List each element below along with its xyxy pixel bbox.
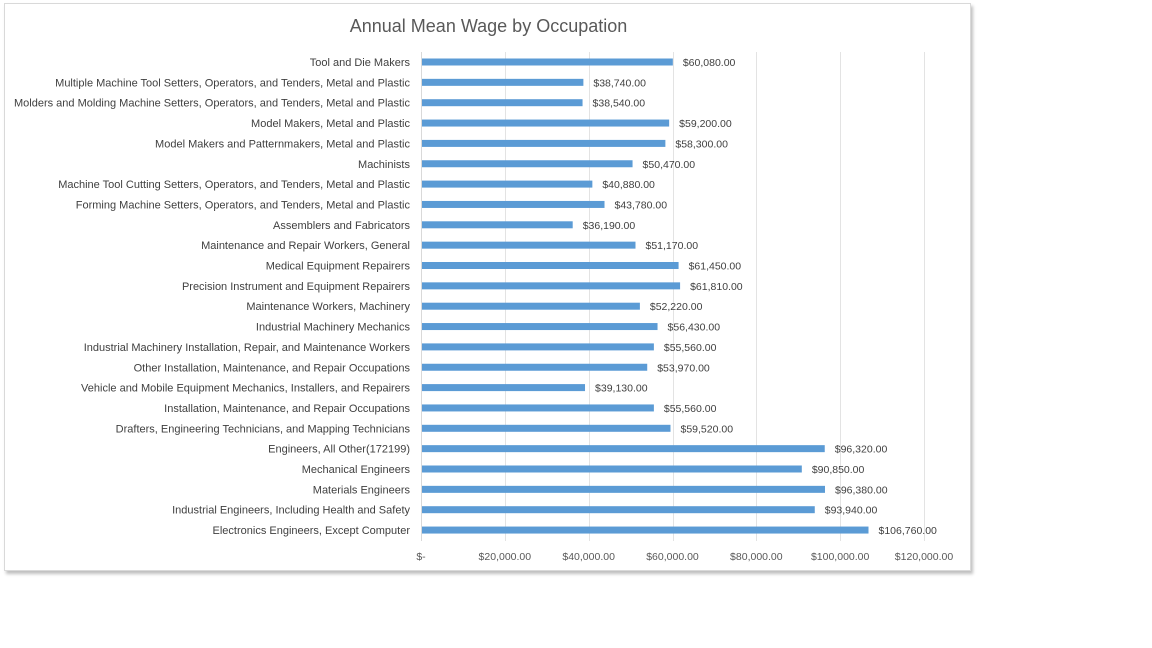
category-label: Machinists <box>358 159 410 171</box>
data-label: $106,760.00 <box>879 525 938 537</box>
bar <box>422 139 666 147</box>
category-label: Mechanical Engineers <box>302 464 411 476</box>
data-label: $38,540.00 <box>593 98 646 110</box>
bar <box>422 384 586 392</box>
data-label: $43,780.00 <box>615 199 668 211</box>
data-label: $38,740.00 <box>593 77 646 89</box>
bar <box>422 99 583 107</box>
data-label: $56,430.00 <box>668 322 721 334</box>
category-label: Model Makers and Patternmakers, Metal an… <box>155 138 410 150</box>
chart-title: Annual Mean Wage by Occupation <box>349 16 628 36</box>
x-tick-label: $80,000.00 <box>730 551 783 563</box>
data-label: $36,190.00 <box>583 220 636 232</box>
x-tick-label: $40,000.00 <box>562 551 615 563</box>
category-label: Industrial Machinery Installation, Repai… <box>84 342 411 354</box>
bar <box>422 424 671 432</box>
category-label: Medical Equipment Repairers <box>266 261 411 273</box>
bar <box>422 119 670 127</box>
category-label: Vehicle and Mobile Equipment Mechanics, … <box>81 383 410 395</box>
x-tick-label: $60,000.00 <box>646 551 699 563</box>
category-label: Engineers, All Other(172199) <box>268 444 410 456</box>
bar <box>422 282 681 290</box>
bar <box>422 200 605 208</box>
category-label: Maintenance Workers, Machinery <box>246 301 410 313</box>
category-label: Multiple Machine Tool Setters, Operators… <box>55 77 410 89</box>
chart-frame: Annual Mean Wage by Occupation $- $20,000… <box>4 3 971 571</box>
data-label: $61,810.00 <box>690 281 743 293</box>
data-label: $58,300.00 <box>675 138 728 150</box>
category-label: Tool and Die Makers <box>310 57 411 69</box>
bar <box>422 485 825 493</box>
bar <box>422 323 658 331</box>
bar <box>422 526 869 534</box>
bar <box>422 78 584 86</box>
bar <box>422 241 636 249</box>
bar <box>422 465 802 473</box>
x-tick-label: $- <box>416 551 426 563</box>
category-label: Precision Instrument and Equipment Repai… <box>182 281 411 293</box>
category-label: Installation, Maintenance, and Repair Oc… <box>164 403 410 415</box>
category-label: Maintenance and Repair Workers, General <box>201 240 410 252</box>
data-label: $61,450.00 <box>689 261 742 273</box>
category-label: Industrial Machinery Mechanics <box>256 322 411 334</box>
data-label: $51,170.00 <box>645 240 698 252</box>
data-label: $90,850.00 <box>812 464 865 476</box>
category-label: Model Makers, Metal and Plastic <box>251 118 410 130</box>
data-label: $59,200.00 <box>679 118 732 130</box>
bar <box>422 160 633 168</box>
data-label: $59,520.00 <box>680 423 733 435</box>
category-label: Electronics Engineers, Except Computer <box>213 525 411 537</box>
category-label: Industrial Engineers, Including Health a… <box>172 505 410 517</box>
data-label: $55,560.00 <box>664 403 717 415</box>
data-label: $96,320.00 <box>835 444 888 456</box>
chart-plot: $- $20,000.00 $40,000.00 $60,000.00 $80,000.… <box>14 52 954 563</box>
category-label: Drafters, Engineering Technicians, and M… <box>116 423 411 435</box>
category-label: Assemblers and Fabricators <box>273 220 410 232</box>
category-label: Machine Tool Cutting Setters, Operators,… <box>58 179 410 191</box>
data-label: $93,940.00 <box>825 505 878 517</box>
bar <box>422 506 815 514</box>
data-label: $53,970.00 <box>657 362 710 374</box>
bar <box>422 445 825 453</box>
bar <box>422 343 654 351</box>
data-label: $52,220.00 <box>650 301 703 313</box>
data-label: $60,080.00 <box>683 57 736 69</box>
category-label: Materials Engineers <box>313 484 411 496</box>
category-label: Molders and Molding Machine Setters, Ope… <box>14 98 411 110</box>
x-tick-label: $20,000.00 <box>479 551 532 563</box>
category-label: Other Installation, Maintenance, and Rep… <box>134 362 411 374</box>
bar <box>422 180 593 188</box>
bar <box>422 58 673 66</box>
data-label: $40,880.00 <box>602 179 655 191</box>
data-label: $50,470.00 <box>643 159 696 171</box>
bar <box>422 262 679 269</box>
data-label: $96,380.00 <box>835 484 888 496</box>
bar <box>422 302 640 310</box>
bar <box>422 363 648 371</box>
data-label: $39,130.00 <box>595 383 648 395</box>
bar <box>422 404 654 412</box>
bar <box>422 221 573 229</box>
category-label: Forming Machine Setters, Operators, and … <box>76 199 411 211</box>
x-tick-label: $100,000.00 <box>811 551 870 563</box>
data-label: $55,560.00 <box>664 342 717 354</box>
x-tick-label: $120,000.00 <box>895 551 954 563</box>
